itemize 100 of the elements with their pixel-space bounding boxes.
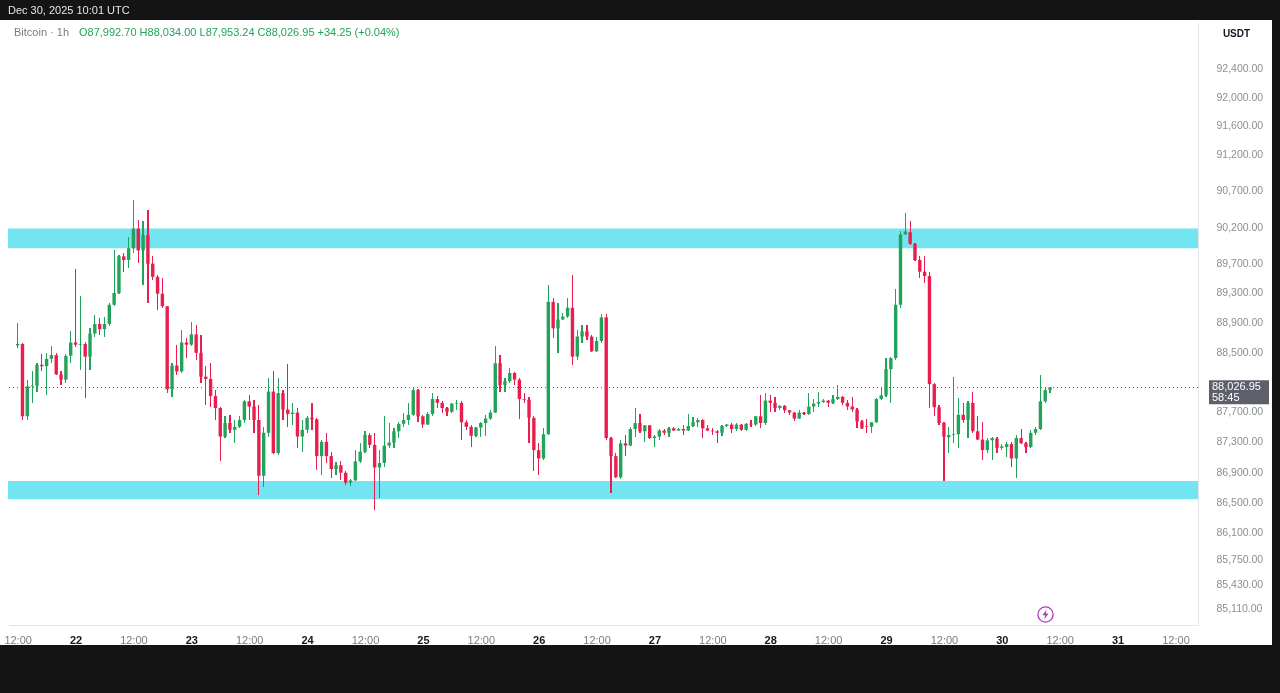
candlestick [831,393,835,405]
candlestick [913,242,917,263]
text: Dec 30, 2025 10:01 UTC [8,4,130,16]
candlestick [175,344,179,376]
candlestick [585,324,589,341]
y-tick-label: 86,100.00 [1216,526,1264,539]
candlestick [638,413,642,434]
x-tick-label: 25 [417,633,430,646]
candlestick [749,419,753,428]
candlestick [609,435,613,494]
candlestick [469,423,473,448]
candlestick [942,420,946,482]
candlestick [975,415,980,441]
candlestick [189,321,194,347]
candlestick [78,295,83,371]
y-tick-label: 85,750.00 [1216,553,1264,566]
candlestick [966,400,970,439]
candlestick [758,393,763,429]
candlestick [69,330,73,364]
candlestick [807,392,811,416]
x-tick-label: 12:00 [4,633,32,646]
candlestick [990,436,994,461]
candlestick [112,249,116,307]
x-tick-label: 12:00 [1162,633,1190,646]
candlestick [889,356,893,404]
x-tick-label: 31 [1111,633,1125,646]
x-tick-label: 12:00 [120,633,148,646]
x-tick-label: 26 [533,633,546,646]
y-tick-label: 85,430.00 [1216,577,1264,590]
candlestick [826,399,830,408]
candlestick [1019,428,1023,445]
ref-line-label: 88,026.95 [1212,380,1261,393]
candlestick [527,396,531,444]
x-tick-label: 12:00 [930,633,959,646]
candlestick [937,404,941,426]
x-tick-label: 12:00 [1046,633,1074,646]
candlestick [855,407,859,429]
y-tick-label: 88,500.00 [1216,345,1264,358]
x-tick-label: 23 [185,633,198,646]
candlestick [83,341,87,399]
candlestick [73,268,78,348]
x-tick-label: 24 [301,633,315,646]
candlestick [233,419,237,444]
candlestick [184,337,189,359]
y-tick-label: 92,400.00 [1216,62,1264,75]
candlestick [334,461,338,476]
candlestick [141,220,145,286]
y-tick-label: 89,700.00 [1216,257,1264,270]
candlestick [633,407,637,438]
candlestick [59,370,63,386]
candlestick [252,399,256,434]
y-tick-label: 87,700.00 [1216,405,1264,418]
candlestick [556,302,560,354]
x-tick-label: 12:00 [235,633,264,646]
candlestick [228,414,232,434]
candlestick [194,324,198,361]
x-tick-label: 12:00 [699,633,727,646]
x-tick-label: 30 [996,633,1009,646]
candlestick [498,354,502,393]
chart-title: Bitcoin · 1h [14,26,70,38]
candlestick [122,252,126,273]
y-tick-label: 91,200.00 [1216,148,1264,161]
candlestick [93,314,97,338]
annotation: O87,992.70 H88,034.00 L87,953.24 C88,026.95 +34.25 (+0.04%) [79,26,400,38]
candlestick [339,460,343,481]
y-tick-label: 91,600.00 [1216,119,1264,132]
candlestick [392,427,396,449]
candlestick [599,313,604,344]
y-tick-label: 92,000.00 [1216,90,1264,103]
candlestick [223,415,227,439]
candlestick [247,393,251,421]
candlestick [778,404,782,411]
candlestick [565,297,570,319]
y-tick-label: 87,300.00 [1216,435,1264,448]
y-tick-label: 86,500.00 [1216,495,1264,508]
candlestick [126,235,131,269]
candlestick [503,377,507,393]
candlestick [951,376,956,444]
candlestick [170,362,174,398]
y-tick-label: 88,900.00 [1216,316,1264,328]
candlestick [300,419,304,453]
candlestick [281,389,285,421]
candlestick [903,212,908,236]
candlestick [908,220,912,246]
y-tick-label: 86,900.00 [1216,465,1264,478]
candlestick [64,353,68,384]
text: 58:45 [1212,391,1240,404]
x-tick-label: 12:00 [467,633,496,646]
x-tick-label: 22 [69,633,83,646]
y-tick-label: 90,200.00 [1216,220,1264,233]
candlestick [363,430,367,454]
candlestick [580,324,584,344]
y-tick-label: 85,110.00 [1216,602,1263,615]
x-tick-label: 27 [648,633,662,646]
y-tick-label: 89,300.00 [1216,286,1264,299]
candlestick [614,452,618,479]
y-tick-label: 90,700.00 [1216,184,1264,197]
candlestick [918,254,922,279]
x-tick-label: 29 [880,633,893,646]
candlestick [199,334,203,384]
